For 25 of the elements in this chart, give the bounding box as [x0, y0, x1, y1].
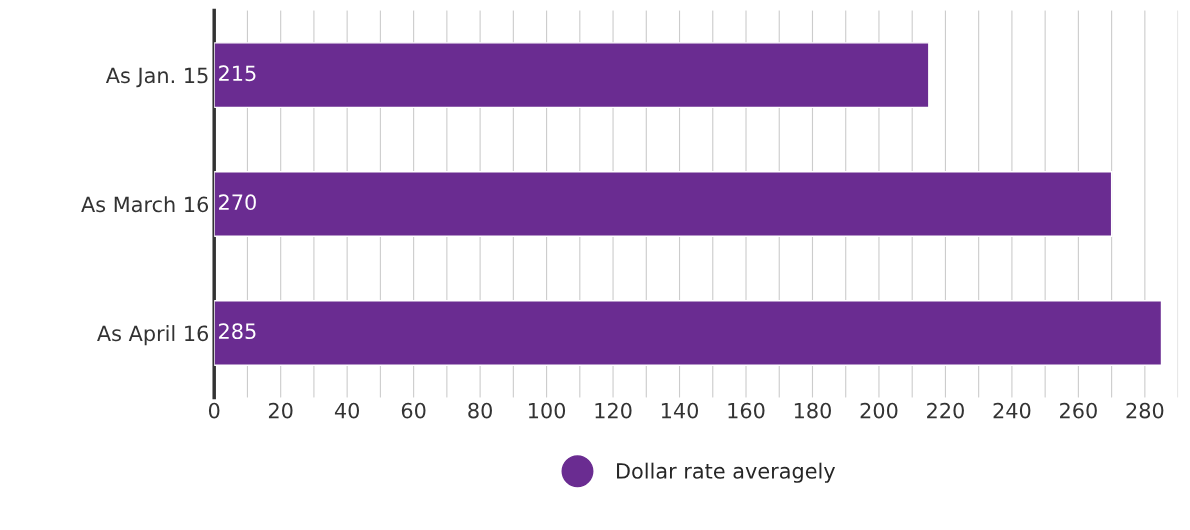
- x-tick-label: 140: [661, 402, 699, 419]
- bar: [214, 171, 1113, 237]
- x-tick-label: 240: [993, 402, 1031, 419]
- y-tick-label: As March 16: [81, 196, 209, 213]
- y-tick-label: As Jan. 15: [105, 67, 208, 88]
- x-tick-label: 0: [208, 402, 220, 419]
- data-label: 285: [219, 323, 256, 340]
- data-label: 270: [219, 194, 256, 211]
- x-tick-label: 280: [1126, 402, 1164, 419]
- x-tick-label: 180: [794, 402, 831, 419]
- x-tick-label: 260: [1060, 402, 1097, 419]
- x-tick-label: 60: [401, 402, 426, 419]
- x-tick-label: 200: [860, 402, 898, 419]
- x-tick-label: 220: [927, 402, 964, 419]
- y-tick-label: As April 16: [97, 325, 209, 346]
- x-tick-label: 80: [468, 402, 492, 419]
- bar: [214, 300, 1163, 366]
- x-tick-label: 160: [728, 402, 765, 419]
- x-tick-label: 20: [268, 402, 293, 419]
- data-label: 215: [219, 65, 256, 82]
- bar: [214, 42, 930, 109]
- x-tick-label: 120: [595, 402, 632, 419]
- x-tick-label: 40: [334, 402, 360, 419]
- legend-label: Dollar rate averagely: [617, 462, 836, 483]
- x-tick-label: 100: [528, 402, 566, 419]
